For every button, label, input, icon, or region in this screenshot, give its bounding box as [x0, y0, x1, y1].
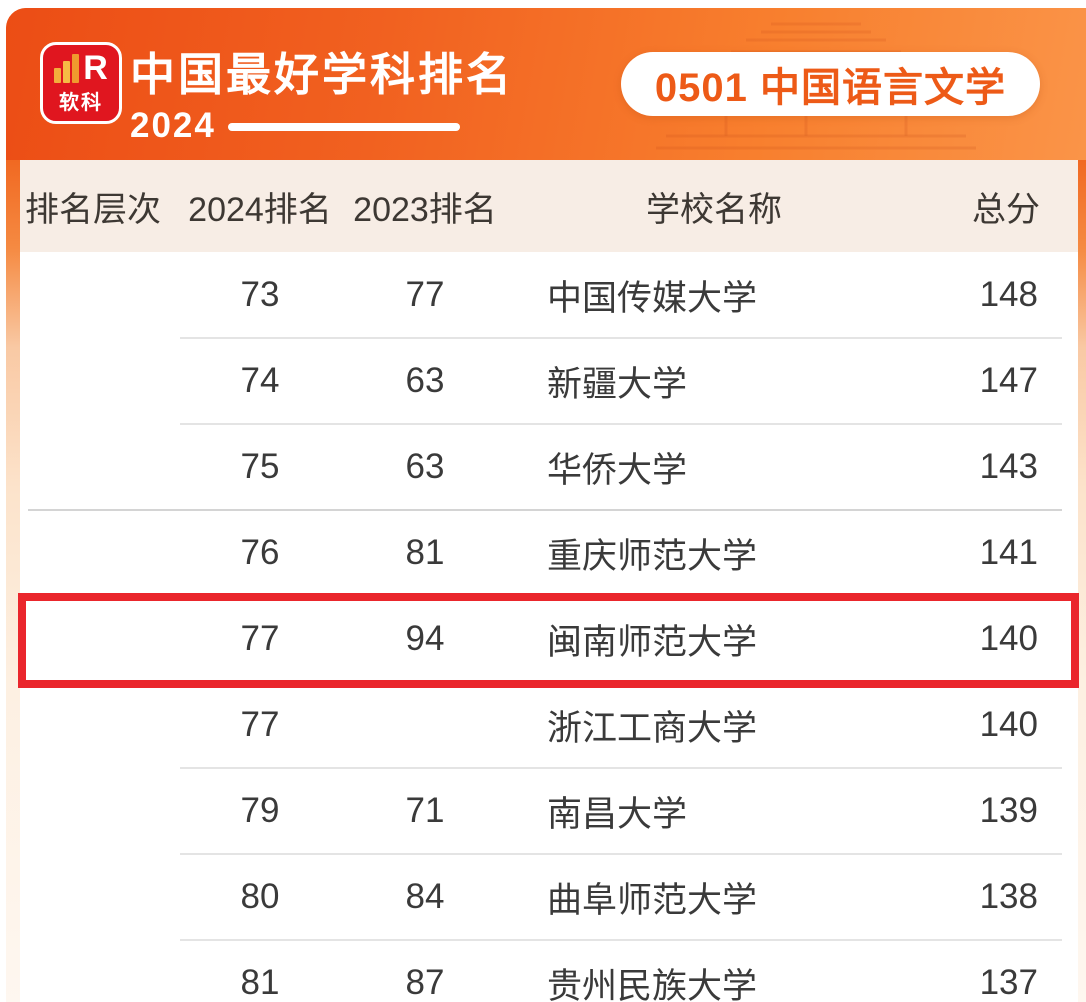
title-block: 中国最好学科排名 2024	[130, 38, 514, 146]
cell-rank-2023: 63	[405, 447, 445, 486]
cell-score: 140	[979, 619, 1038, 658]
cell-score: 147	[979, 361, 1038, 400]
shangharanking-logo: R 软科	[40, 42, 122, 124]
cell-rank-2024: 79	[240, 791, 280, 830]
cell-school: 南昌大学	[547, 794, 688, 834]
header-banner: R 软科 中国最好学科排名 2024 0501 中国语言文学	[6, 8, 1086, 160]
column-header-score: 总分	[972, 190, 1040, 229]
cell-rank-2024: 74	[240, 361, 280, 400]
logo-r-glyph: R	[83, 49, 108, 87]
column-header-tier: 排名层次	[25, 190, 161, 229]
cell-school: 中国传媒大学	[547, 278, 758, 318]
cell-rank-2023: 81	[405, 533, 445, 572]
cell-score: 141	[979, 533, 1038, 572]
ranking-year: 2024	[130, 106, 216, 145]
page-title: 中国最好学科排名	[130, 49, 515, 100]
cell-school: 贵州民族大学	[547, 966, 758, 1002]
cell-rank-2023: 63	[405, 361, 445, 400]
table-row: 76 81 重庆师范大学 141	[20, 509, 1078, 596]
cell-rank-2024: 76	[240, 533, 280, 572]
table-row: 73 77 中国传媒大学 148	[20, 252, 1078, 338]
subject-badge: 0501 中国语言文学	[620, 52, 1040, 116]
table-row: 77 94 闽南师范大学 140	[18, 593, 1079, 688]
cell-rank-2023: 84	[405, 877, 445, 916]
orange-background-panel: R 软科 中国最好学科排名 2024 0501 中国语言文学 排名层次 2024…	[6, 8, 1086, 1002]
cell-rank-2023: 94	[405, 619, 445, 658]
column-header-rank-2023: 2023排名	[353, 190, 497, 229]
table-row: 75 63 华侨大学 143	[20, 423, 1078, 510]
cell-school: 华侨大学	[547, 450, 688, 490]
cell-school: 闽南师范大学	[547, 622, 758, 662]
cell-rank-2023: 77	[405, 275, 445, 314]
table-body: 73 77 中国传媒大学 148 74 63 新疆大学 147 75 63 华侨…	[18, 252, 1079, 1002]
cell-rank-2024: 77	[240, 619, 280, 658]
cell-score: 137	[979, 963, 1038, 1002]
cell-score: 143	[979, 447, 1038, 486]
cell-score: 140	[979, 705, 1038, 744]
cell-school: 新疆大学	[547, 364, 688, 404]
table-header-row: 排名层次 2024排名 2023排名 学校名称 总分	[20, 160, 1078, 252]
cell-rank-2023: 71	[405, 791, 445, 830]
cell-school: 浙江工商大学	[547, 708, 758, 748]
cell-score: 138	[979, 877, 1038, 916]
cell-rank-2024: 73	[240, 275, 280, 314]
cell-score: 148	[979, 275, 1038, 314]
cell-rank-2024: 81	[240, 963, 280, 1002]
table-row: 79 71 南昌大学 139	[20, 767, 1078, 854]
table-row: 74 63 新疆大学 147	[20, 337, 1078, 424]
title-underline	[227, 123, 460, 131]
bar-chart-icon: R	[54, 49, 108, 87]
cell-school: 曲阜师范大学	[547, 880, 758, 920]
cell-score: 139	[979, 791, 1038, 830]
table-row: 80 84 曲阜师范大学 138	[20, 853, 1078, 940]
table-row: 81 87 贵州民族大学 137	[20, 939, 1078, 1002]
ranking-table: 排名层次 2024排名 2023排名 学校名称 总分 73 77 中国传媒大学 …	[18, 160, 1079, 1002]
cell-rank-2024: 77	[240, 705, 280, 744]
cell-rank-2024: 75	[240, 447, 280, 486]
table-row: 77 浙江工商大学 140	[20, 681, 1078, 768]
logo-brand-text: 软科	[59, 92, 103, 114]
cell-rank-2023: 87	[405, 963, 445, 1002]
subject-badge-label: 0501 中国语言文学	[654, 66, 1006, 110]
column-header-rank-2024: 2024排名	[188, 190, 332, 229]
cell-rank-2024: 80	[240, 877, 280, 916]
column-header-school: 学校名称	[646, 190, 782, 229]
cell-school: 重庆师范大学	[547, 536, 758, 576]
